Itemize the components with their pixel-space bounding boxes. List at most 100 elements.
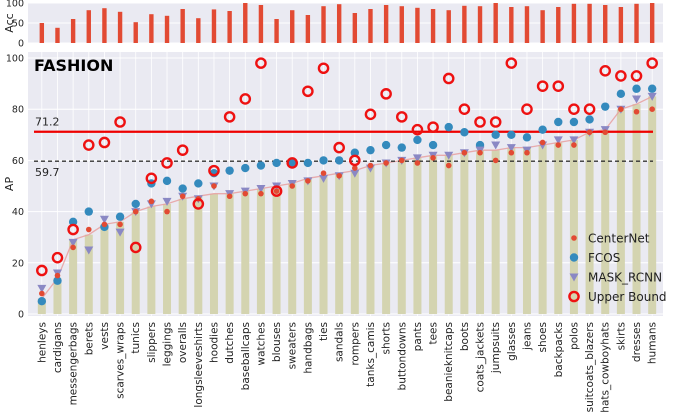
series-fcos xyxy=(37,84,657,306)
acc-bar xyxy=(39,23,45,43)
legend-marker xyxy=(569,273,579,282)
data-point xyxy=(129,241,142,254)
x-tick-label: hats_cowboyhats xyxy=(600,322,612,413)
acc-bar xyxy=(227,11,232,43)
data-point xyxy=(178,184,187,193)
acc-bar xyxy=(196,18,201,43)
acc-bar xyxy=(383,5,389,43)
data-point xyxy=(633,108,640,115)
data-point xyxy=(286,157,299,169)
x-tick-label: leggings xyxy=(162,322,174,366)
acc-bar xyxy=(149,14,154,43)
legend-marker xyxy=(568,290,580,303)
data-point xyxy=(539,139,546,146)
acc-bar xyxy=(618,7,624,43)
data-point xyxy=(194,179,203,188)
x-tick-label: overalls xyxy=(177,322,189,363)
data-point xyxy=(256,161,266,170)
data-point xyxy=(630,70,643,82)
acc-bar xyxy=(524,6,530,43)
data-point xyxy=(302,85,314,98)
x-tick-label: glasses xyxy=(506,322,518,361)
acc-bar xyxy=(415,7,420,44)
data-point xyxy=(413,135,422,145)
data-point xyxy=(522,133,532,142)
data-point xyxy=(303,158,313,168)
data-point xyxy=(430,155,436,161)
acc-bar xyxy=(430,9,436,43)
x-tick-label: watches xyxy=(255,322,267,366)
legend: CenterNet FCOS MASK_RCNN Upper Bound xyxy=(568,232,667,304)
ap-y-tick-label: 0 xyxy=(18,310,24,321)
acc-bar xyxy=(399,6,404,43)
data-point xyxy=(474,116,486,128)
acc-bar xyxy=(540,10,545,43)
data-point xyxy=(148,198,155,205)
data-point xyxy=(647,84,657,93)
data-point xyxy=(646,57,658,69)
x-tick-label: dutches xyxy=(224,322,236,364)
data-point xyxy=(395,111,408,123)
data-point xyxy=(36,264,48,277)
x-tick-label: tunics xyxy=(130,322,142,354)
data-point xyxy=(226,193,233,200)
ap-y-tick-label: 80 xyxy=(12,105,24,116)
legend-marker xyxy=(569,253,579,262)
data-point xyxy=(461,149,468,156)
acc-bar xyxy=(180,9,185,43)
data-point xyxy=(305,178,311,184)
data-point xyxy=(647,92,657,101)
x-tick-label: tees xyxy=(428,322,440,345)
x-tick-label: sandals xyxy=(334,322,346,362)
x-tick-label: tanks_camis xyxy=(365,322,377,387)
acc-bar xyxy=(336,4,342,43)
data-point xyxy=(428,140,438,150)
ap-bar xyxy=(209,193,218,314)
x-tick-label: messengerbags xyxy=(68,322,80,405)
data-point xyxy=(352,165,358,171)
acc-bar xyxy=(258,5,264,43)
data-point xyxy=(239,93,252,105)
data-point xyxy=(84,207,93,216)
data-point xyxy=(162,176,172,186)
ap-y-tick-label: 60 xyxy=(12,156,24,167)
ap-series-markers xyxy=(36,57,658,306)
acc-bar xyxy=(274,19,279,43)
data-point xyxy=(397,143,406,152)
ap-bar xyxy=(397,160,406,314)
ap-bar xyxy=(194,196,203,314)
ap-y-ticks: 0 20 40 60 80 100 xyxy=(6,54,24,321)
data-point xyxy=(333,141,345,154)
x-tick-label: slippers xyxy=(146,322,158,363)
ap-bar xyxy=(601,129,610,314)
data-point xyxy=(334,156,344,165)
data-point xyxy=(320,170,327,176)
ap-y-tick-label: 100 xyxy=(6,54,24,65)
data-point xyxy=(583,103,596,115)
data-point xyxy=(54,272,61,279)
x-tick-label: scarves_wraps xyxy=(115,322,127,399)
acc-y-tick-label: 100 xyxy=(6,0,24,10)
data-point xyxy=(255,57,267,69)
data-point xyxy=(585,115,594,124)
data-point xyxy=(477,149,483,156)
data-point xyxy=(555,142,562,148)
x-tick-label: humans xyxy=(647,322,659,364)
data-point xyxy=(505,57,518,69)
data-point xyxy=(411,123,424,136)
data-point xyxy=(492,157,499,164)
data-point xyxy=(601,102,610,111)
legend-label: MASK_RCNN xyxy=(588,271,662,285)
acc-bar xyxy=(493,3,498,43)
data-point xyxy=(176,144,189,156)
data-point xyxy=(99,215,109,224)
acc-bar xyxy=(477,6,483,43)
data-point xyxy=(445,162,452,169)
data-point xyxy=(37,297,47,306)
ap-x-tick-labels: henleys cardigans messengerbags berets vests… xyxy=(36,322,658,413)
data-point xyxy=(132,208,139,215)
data-point xyxy=(273,188,280,194)
ap-bar xyxy=(538,145,547,314)
x-tick-label: sweaters xyxy=(287,322,299,369)
data-point xyxy=(85,226,92,233)
